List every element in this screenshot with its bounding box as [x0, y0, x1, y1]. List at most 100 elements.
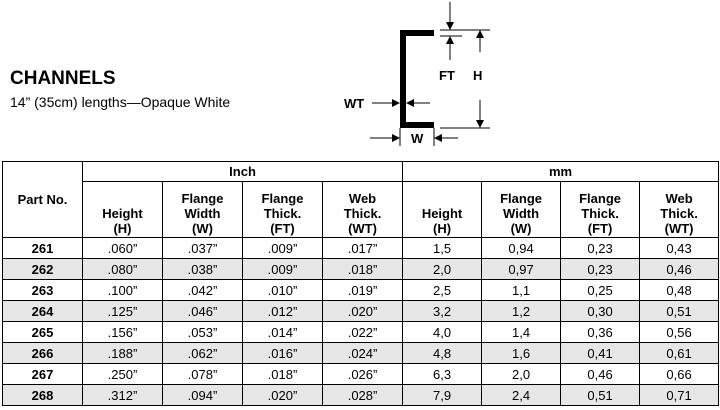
- cell: .028”: [321, 384, 404, 406]
- table-row: 262.080” .038” .009” .018” 2,0 0,97 0,23 0,46: [2, 258, 720, 280]
- cell: .053”: [162, 321, 243, 343]
- column-header: Flange Thick. (FT): [242, 181, 323, 238]
- part-number: 266: [2, 342, 83, 364]
- cell: .019”: [321, 279, 404, 301]
- cell: 0,23: [560, 237, 641, 259]
- cell: .125”: [82, 300, 163, 322]
- part-header: Part No.: [2, 161, 83, 238]
- cell: .018”: [321, 258, 404, 280]
- h-label: H: [473, 68, 482, 83]
- w-label: W: [411, 131, 424, 146]
- cell: 2,4: [481, 384, 562, 406]
- column-header: Web Thick. (WT): [321, 181, 404, 238]
- cell: .022”: [321, 321, 404, 343]
- wt-label: WT: [344, 96, 364, 111]
- cell: 0,41: [560, 342, 641, 364]
- part-number: 263: [2, 279, 83, 301]
- part-number: 268: [2, 384, 83, 406]
- column-header: Height (H): [82, 181, 163, 238]
- subtitle: 14” (35cm) lengths—Opaque White: [10, 94, 231, 110]
- cell: 0,51: [560, 384, 641, 406]
- cell: .026”: [321, 363, 404, 385]
- column-header: Height (H): [402, 181, 483, 238]
- table-row: 268.312” .094” .020” .028” 7,9 2,4 0,51 0,71: [2, 384, 720, 406]
- cell: .080”: [82, 258, 163, 280]
- cell: 0,43: [639, 237, 720, 259]
- column-header: Flange Width (W): [481, 181, 562, 238]
- cell: .016”: [242, 342, 323, 364]
- cell: .100”: [82, 279, 163, 301]
- ft-label: FT: [439, 68, 455, 83]
- cell: 7,9: [402, 384, 483, 406]
- cell: .042”: [162, 279, 243, 301]
- cell: 0,66: [639, 363, 720, 385]
- title: CHANNELS: [10, 68, 116, 89]
- table-row: 261.060” .037” .009” .017” 1,5 0,94 0,23 0,43: [2, 237, 720, 259]
- cell: .009”: [242, 237, 323, 259]
- part-number: 265: [2, 321, 83, 343]
- table-row: 265.156” .053” .014” .022” 4,0 1,4 0,36 0,56: [2, 321, 720, 343]
- column-header: Flange Width (W): [162, 181, 243, 238]
- cell: 2,0: [402, 258, 483, 280]
- cell: 0,48: [639, 279, 720, 301]
- cell: .012”: [242, 300, 323, 322]
- cell: .037”: [162, 237, 243, 259]
- channel-diagram: FT H WT W: [344, 2, 490, 146]
- part-number: 264: [2, 300, 83, 322]
- cell: .312”: [82, 384, 163, 406]
- cell: .046”: [162, 300, 243, 322]
- table-row: 263.100” .042” .010” .019” 2,5 1,1 0,25 0,48: [2, 279, 720, 301]
- cell: .250”: [82, 363, 163, 385]
- cell: 2,5: [402, 279, 483, 301]
- column-header: Web Thick. (WT): [639, 181, 720, 238]
- cell: 0,71: [639, 384, 720, 406]
- cell: 0,61: [639, 342, 720, 364]
- cell: .014”: [242, 321, 323, 343]
- cell: .156”: [82, 321, 163, 343]
- part-number: 267: [2, 363, 83, 385]
- cell: 0,97: [481, 258, 562, 280]
- cell: .038”: [162, 258, 243, 280]
- cell: .060”: [82, 237, 163, 259]
- cell: 3,2: [402, 300, 483, 322]
- cell: 0,36: [560, 321, 641, 343]
- cell: .078”: [162, 363, 243, 385]
- cell: 4,8: [402, 342, 483, 364]
- cell: 0,30: [560, 300, 641, 322]
- cell: 4,0: [402, 321, 483, 343]
- cell: .010”: [242, 279, 323, 301]
- channel-shape: [400, 30, 434, 128]
- cell: .020”: [321, 300, 404, 322]
- cell: .020”: [242, 384, 323, 406]
- table-row: 267.250” .078” .018” .026” 6,3 2,0 0,46 0,66: [2, 363, 720, 385]
- cell: .094”: [162, 384, 243, 406]
- part-number: 261: [2, 237, 83, 259]
- cell: 0,56: [639, 321, 720, 343]
- cell: .062”: [162, 342, 243, 364]
- part-number: 262: [2, 258, 83, 280]
- cell: .188”: [82, 342, 163, 364]
- cell: 0,46: [560, 363, 641, 385]
- cell: .024”: [321, 342, 404, 364]
- cell: 1,1: [481, 279, 562, 301]
- cell: 6,3: [402, 363, 483, 385]
- cell: 0,23: [560, 258, 641, 280]
- cell: .018”: [242, 363, 323, 385]
- table-row: 266.188” .062” .016” .024” 4,8 1,6 0,41 0,61: [2, 342, 720, 364]
- cell: 2,0: [481, 363, 562, 385]
- column-header: Flange Thick. (FT): [560, 181, 641, 238]
- cell: 0,25: [560, 279, 641, 301]
- cell: .017”: [321, 237, 404, 259]
- cell: 1,2: [481, 300, 562, 322]
- group-header: Inch: [81, 161, 404, 182]
- cell: 1,5: [402, 237, 483, 259]
- cell: 0,51: [639, 300, 720, 322]
- cell: 0,46: [639, 258, 720, 280]
- group-header: mm: [402, 161, 720, 182]
- cell: 1,4: [481, 321, 562, 343]
- cell: .009”: [242, 258, 323, 280]
- channel-table: Part No. Inch mm Height (H) Flange Width …: [2, 161, 720, 406]
- dimension-lines: [370, 2, 490, 146]
- cell: 1,6: [481, 342, 562, 364]
